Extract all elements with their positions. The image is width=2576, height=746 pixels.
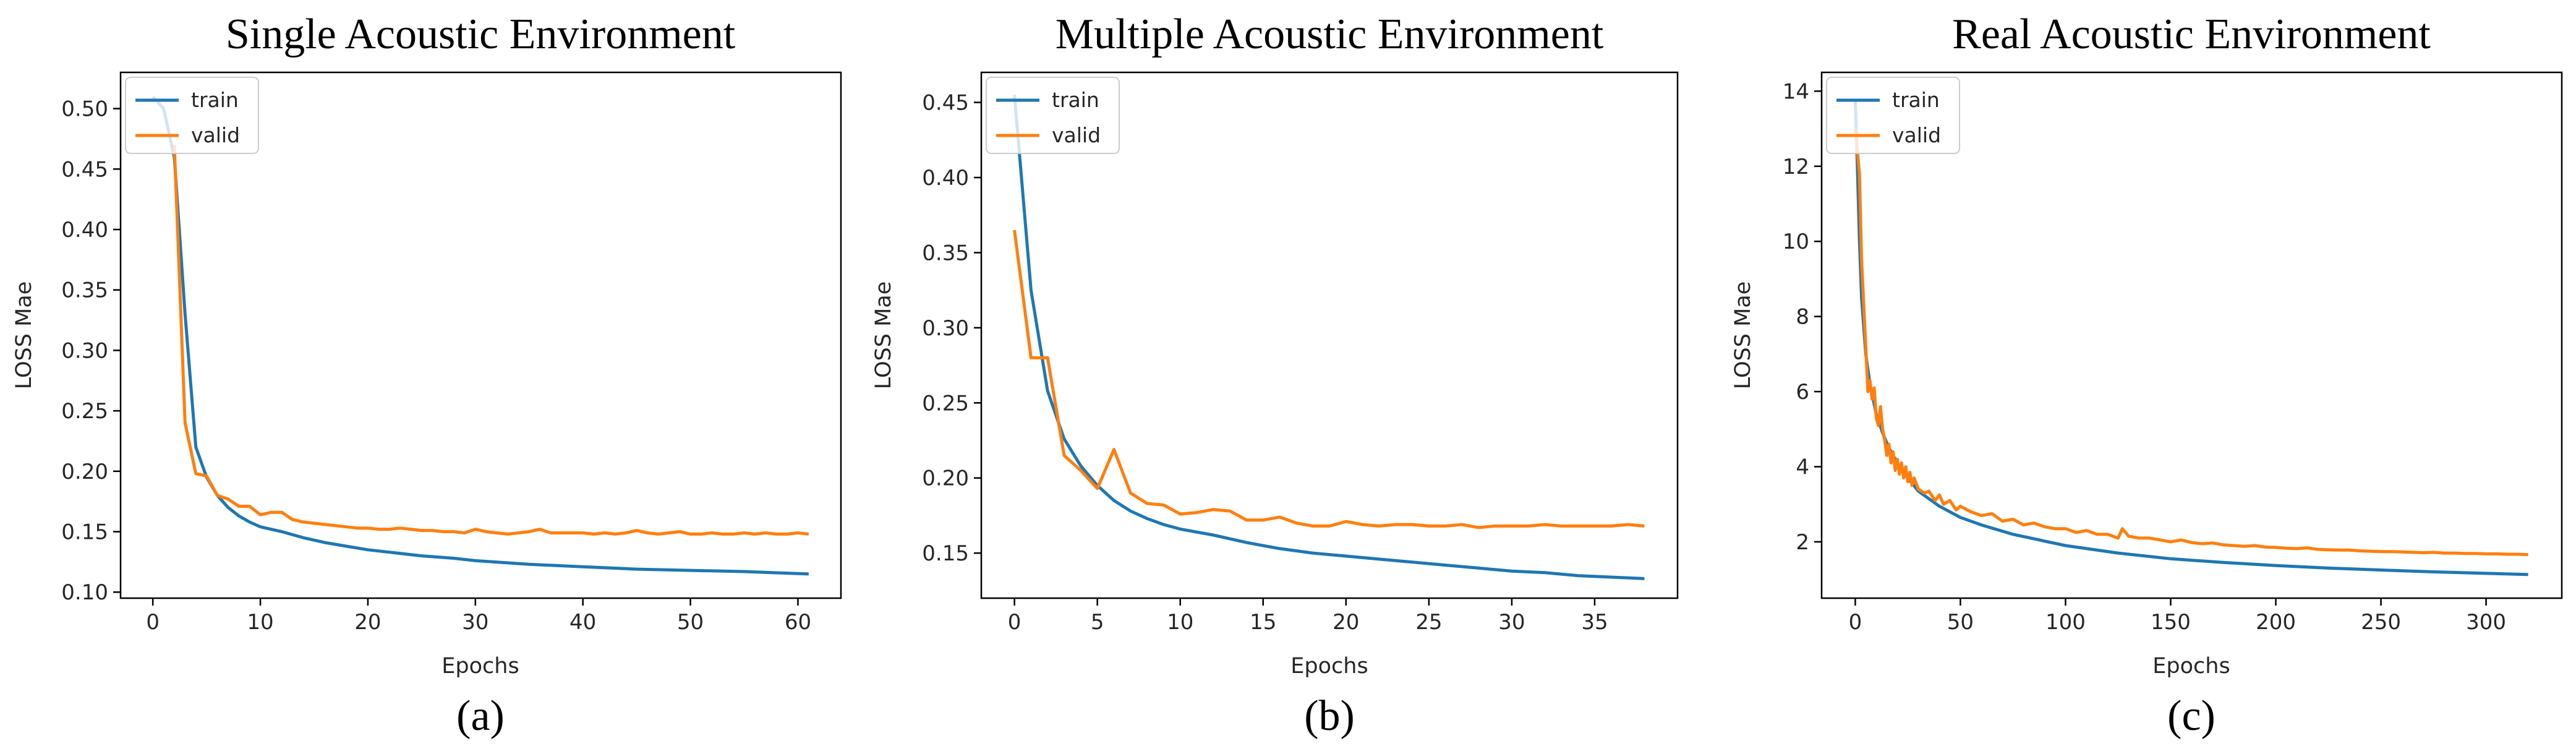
legend-label-valid: valid: [1052, 123, 1101, 147]
y-tick-label: 14: [1783, 79, 1809, 104]
y-tick-label: 8: [1796, 305, 1809, 330]
chart-title: Real Acoustic Environment: [1952, 11, 2431, 58]
x-tick-label: 15: [1250, 610, 1276, 635]
legend-label-valid: valid: [1892, 123, 1941, 147]
legend-label-train: train: [1052, 88, 1099, 112]
chart-b: Multiple Acoustic Environment Epochs LOS…: [871, 11, 1679, 740]
subfigure-caption: (b): [1304, 692, 1355, 740]
y-axis-label: LOSS Mae: [1731, 281, 1755, 390]
y-axis-label: LOSS Mae: [871, 281, 896, 390]
y-tick-label: 0.30: [922, 316, 969, 341]
plot-frame: [119, 71, 842, 599]
y-tick-label: 0.35: [61, 278, 108, 303]
x-axis-label: Epochs: [2152, 654, 2230, 679]
x-tick-label: 10: [1167, 610, 1193, 635]
subfigure-caption: (a): [456, 692, 505, 740]
plot-frame: [980, 71, 1679, 599]
chart-c: Real Acoustic Environment Epochs LOSS Ma…: [1731, 11, 2563, 740]
y-tick-label: 0.15: [61, 520, 108, 545]
x-tick-label: 100: [2045, 610, 2086, 635]
series-line-train: [151, 95, 809, 576]
x-tick-label: 40: [569, 610, 596, 635]
x-tick-label: 50: [677, 610, 704, 635]
x-tick-label: 0: [1849, 610, 1862, 635]
x-tick-label: 35: [1581, 610, 1608, 635]
y-tick-label: 0.20: [922, 466, 969, 491]
x-tick-label: 300: [2466, 610, 2506, 635]
y-tick-label: 10: [1783, 229, 1809, 254]
legend: train valid: [125, 77, 259, 154]
x-tick-label: 0: [146, 610, 160, 635]
x-axis-label: Epochs: [1290, 654, 1368, 679]
legend: train valid: [986, 77, 1120, 154]
x-tick-label: 0: [1008, 610, 1021, 635]
y-tick-label: 0.20: [61, 460, 108, 484]
x-tick-label: 60: [785, 610, 811, 635]
legend-label-train: train: [191, 88, 239, 112]
legend-label-valid: valid: [191, 123, 240, 147]
plot-frame: [1820, 71, 2563, 599]
y-tick-label: 0.10: [61, 580, 108, 605]
x-tick-label: 250: [2361, 610, 2401, 635]
y-tick-label: 12: [1783, 155, 1809, 179]
y-tick-label: 2: [1796, 530, 1809, 555]
x-axis-label: Epochs: [441, 654, 519, 679]
y-tick-label: 4: [1796, 455, 1809, 480]
y-tick-label: 0.25: [61, 399, 108, 424]
x-tick-label: 20: [1333, 610, 1359, 635]
y-tick-label: 0.25: [922, 391, 969, 416]
y-tick-label: 0.35: [922, 241, 969, 265]
series-line-train: [1013, 95, 1645, 580]
x-tick-label: 20: [354, 610, 381, 635]
y-tick-label: 0.50: [61, 97, 108, 122]
series-line-valid: [1013, 229, 1645, 529]
x-tick-label: 5: [1091, 610, 1104, 635]
y-tick-label: 0.15: [922, 541, 969, 566]
x-tick-label: 30: [1498, 610, 1525, 635]
y-tick-label: 6: [1796, 380, 1809, 405]
chart-title: Single Acoustic Environment: [226, 11, 736, 58]
x-tick-label: 10: [247, 610, 273, 635]
legend: train valid: [1826, 77, 1960, 154]
y-tick-label: 0.45: [61, 157, 108, 182]
x-tick-label: 30: [462, 610, 488, 635]
legend-label-train: train: [1892, 88, 1940, 112]
y-axis-label: LOSS Mae: [12, 281, 36, 390]
series-line-valid: [1853, 128, 2528, 557]
x-tick-label: 25: [1415, 610, 1442, 635]
x-tick-label: 200: [2256, 610, 2296, 635]
chart-title: Multiple Acoustic Environment: [1056, 11, 1604, 58]
x-tick-label: 50: [1947, 610, 1974, 635]
x-tick-label: 150: [2151, 610, 2191, 635]
chart-a: Single Acoustic Environment Epochs LOSS …: [12, 11, 842, 740]
y-tick-label: 0.30: [61, 338, 108, 363]
y-tick-label: 0.40: [922, 166, 969, 191]
y-tick-label: 0.45: [922, 91, 969, 116]
subfigure-caption: (c): [2167, 692, 2216, 740]
y-tick-label: 0.40: [61, 218, 108, 242]
series-line-valid: [173, 145, 809, 536]
